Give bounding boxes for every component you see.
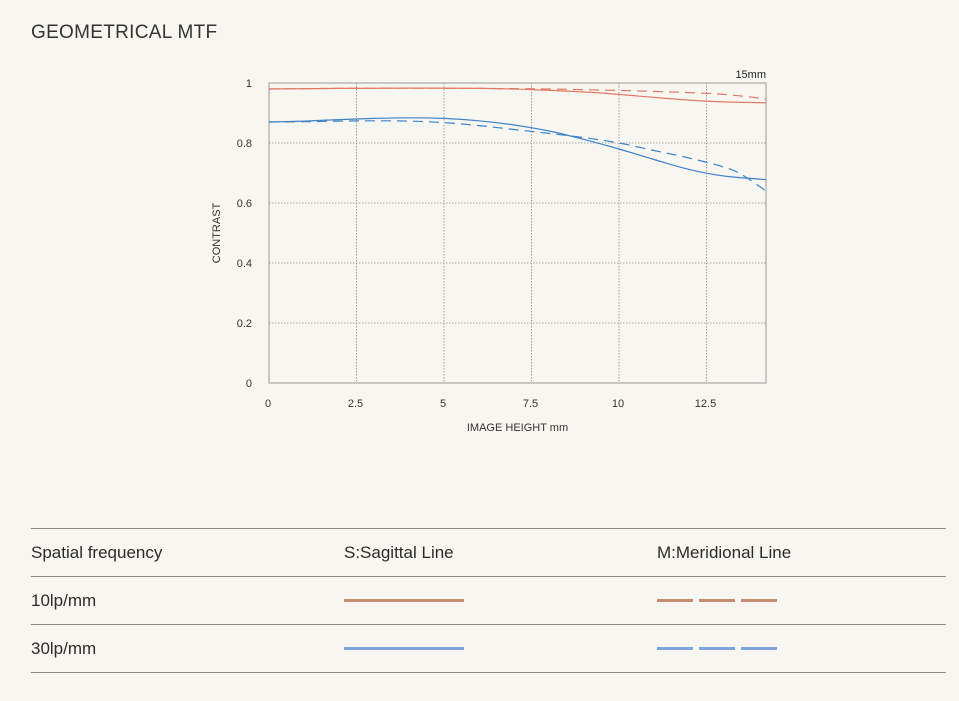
page-title: GEOMETRICAL MTF <box>31 22 218 43</box>
x-tick-label: 10 <box>612 398 624 410</box>
legend-row-10lp: 10lp/mm <box>31 577 946 625</box>
y-axis-label: CONTRAST <box>211 202 223 263</box>
meridional-dashed-swatch <box>657 599 777 602</box>
series-line-30lp-mm-meridional <box>268 120 767 192</box>
legend-dash <box>741 599 777 602</box>
legend-header-row: Spatial frequency S:Sagittal Line M:Meri… <box>31 529 946 577</box>
x-tick-label: 0 <box>265 398 271 410</box>
sagittal-solid-swatch <box>344 599 464 602</box>
legend-row-label: 10lp/mm <box>31 591 97 610</box>
y-tick-label: 0.8 <box>237 138 252 150</box>
series-line-30lp-mm-sagittal <box>268 117 767 181</box>
y-tick-label: 0.2 <box>237 318 252 330</box>
x-axis-label: IMAGE HEIGHT mm <box>467 422 568 434</box>
legend-dash <box>699 647 735 650</box>
legend-header-sagittal: S:Sagittal Line <box>344 543 454 562</box>
y-tick-label: 1 <box>246 78 252 90</box>
series-line-10lp-mm-sagittal <box>268 87 767 104</box>
legend-dash <box>699 599 735 602</box>
series-line-10lp-mm-meridional <box>268 87 767 101</box>
legend-dash <box>657 647 693 650</box>
y-tick-label: 0.4 <box>237 258 252 270</box>
focal-length-label: 15mm <box>735 69 766 81</box>
x-tick-label: 5 <box>440 398 446 410</box>
legend-table: Spatial frequency S:Sagittal Line M:Meri… <box>31 528 946 673</box>
y-tick-label: 0 <box>246 378 252 390</box>
legend-row-label: 30lp/mm <box>31 639 97 658</box>
legend-row-30lp: 30lp/mm <box>31 625 946 673</box>
legend-dash <box>741 647 777 650</box>
x-tick-label: 2.5 <box>348 398 363 410</box>
x-tick-label: 12.5 <box>695 398 716 410</box>
legend-header-meridional: M:Meridional Line <box>657 543 792 562</box>
legend-header-frequency: Spatial frequency <box>31 543 163 562</box>
x-tick-label: 7.5 <box>523 398 538 410</box>
y-tick-label: 0.6 <box>237 198 252 210</box>
meridional-dashed-swatch <box>657 647 777 650</box>
legend-dash <box>657 599 693 602</box>
plot-frame <box>268 82 767 384</box>
sagittal-solid-swatch <box>344 647 464 650</box>
